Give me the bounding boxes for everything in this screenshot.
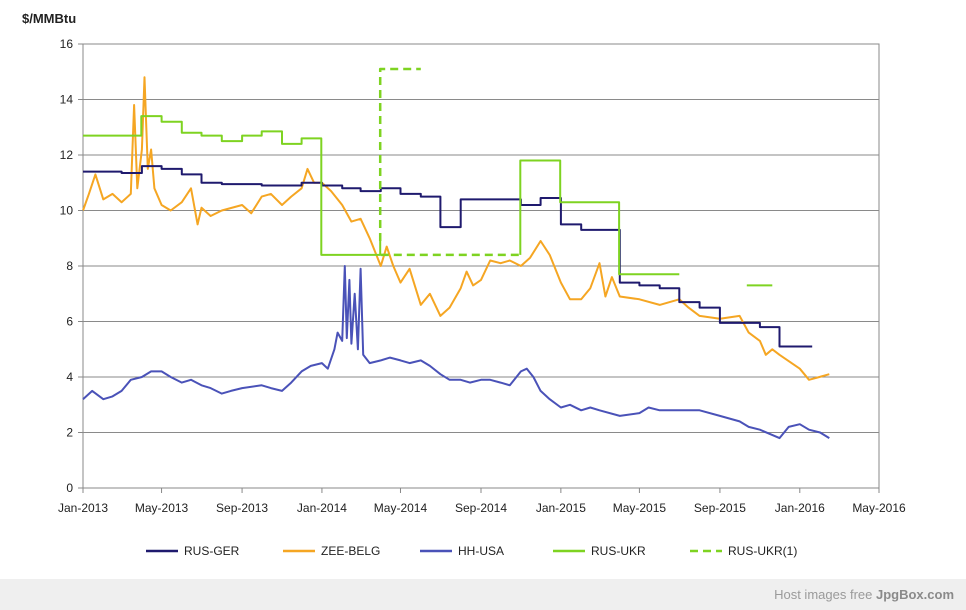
grid — [82, 43, 880, 489]
line-chart: $/MMBtu 0 2 4 6 8 10 12 14 16 Jan-2013 May-2013 Sep… — [22, 11, 906, 558]
series-line-rus-ukr — [83, 115, 382, 256]
y-tick-label: 12 — [60, 148, 74, 162]
x-tick-label: Jan-2015 — [536, 501, 586, 515]
series-line-rus-ger — [83, 165, 813, 348]
legend-label: RUS-UKR(1) — [728, 544, 797, 558]
legend: RUS-GER ZEE-BELG HH-USA RUS-UKR RUS-UKR(1) — [146, 544, 797, 558]
footer-bar: Host images free JpgBox.com — [0, 579, 966, 610]
y-tick-label: 4 — [66, 370, 73, 384]
series-line-rus-ukr-b — [519, 159, 680, 276]
axes: 0 2 4 6 8 10 12 14 16 Jan-2013 May-2013 Sep-2013 Jan… — [58, 37, 906, 515]
x-tick-label: Jan-2014 — [297, 501, 347, 515]
y-tick-label: 16 — [60, 37, 74, 51]
x-tick-label: May-2015 — [613, 501, 667, 515]
x-tick-label: Sep-2014 — [455, 501, 507, 515]
x-tick-label: May-2013 — [135, 501, 189, 515]
y-tick-label: 14 — [60, 93, 74, 107]
y-tick-label: 8 — [66, 259, 73, 273]
x-tick-label: Sep-2015 — [694, 501, 746, 515]
y-axis-label: $/MMBtu — [22, 11, 76, 26]
legend-label: ZEE-BELG — [321, 544, 380, 558]
y-tick-label: 10 — [60, 204, 74, 218]
series-layer — [82, 67, 830, 440]
footer-label: Host images free — [774, 587, 873, 602]
legend-label: HH-USA — [458, 544, 504, 558]
x-tick-label: Sep-2013 — [216, 501, 268, 515]
x-tick-label: May-2014 — [374, 501, 428, 515]
y-tick-label: 2 — [66, 426, 73, 440]
legend-label: RUS-UKR — [591, 544, 646, 558]
series-line-rus-ukr-1- — [378, 67, 421, 241]
legend-label: RUS-GER — [184, 544, 240, 558]
y-tick-label: 6 — [66, 315, 73, 329]
footer-text: Host images free JpgBox.com — [774, 587, 954, 602]
series-line-zee-belg — [82, 76, 830, 381]
y-tick-label: 0 — [66, 481, 73, 495]
footer-brand[interactable]: JpgBox.com — [875, 587, 954, 602]
x-tick-label: May-2016 — [852, 501, 906, 515]
x-tick-label: Jan-2016 — [775, 501, 825, 515]
x-tick-label: Jan-2013 — [58, 501, 108, 515]
series-line-hh-usa — [82, 265, 830, 440]
